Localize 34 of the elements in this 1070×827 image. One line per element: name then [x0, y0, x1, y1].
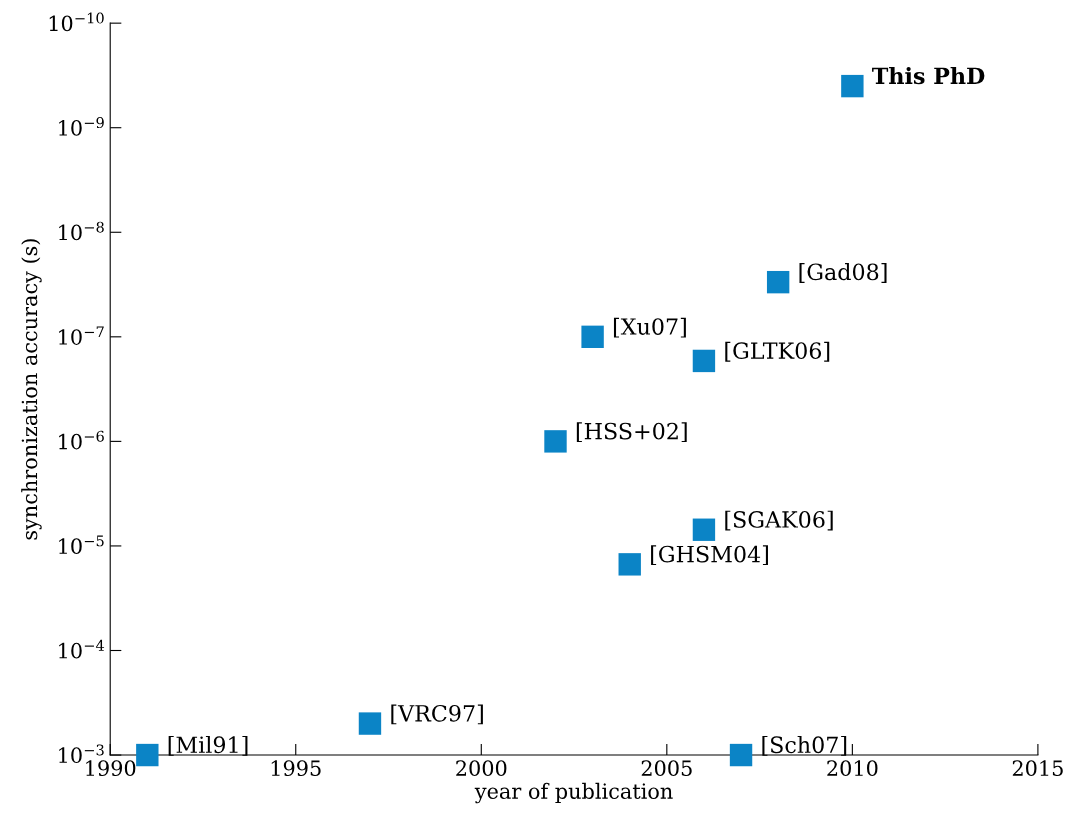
- point: [358, 712, 382, 735]
- annotation: [GLTK06]: [725, 341, 830, 362]
- y-tick-label: 10$^{−8}$: [59, 221, 104, 241]
- point: [841, 74, 864, 98]
- point: [136, 743, 159, 767]
- annotation: [GHSM04]: [651, 545, 768, 566]
- point: [544, 430, 567, 453]
- y-tick-label: 10$^{−6}$: [59, 430, 104, 450]
- x-axis-title: year of publication: [474, 782, 673, 804]
- annotation: This PhD: [872, 67, 985, 85]
- y-tick-label: 10$^{−4}$: [59, 639, 105, 659]
- point: [692, 349, 716, 373]
- annotation: [HSS+02]: [576, 422, 687, 443]
- annotation: [VRC97]: [391, 704, 483, 725]
- y-tick-label: 10$^{−9}$: [59, 117, 104, 136]
- annotation: [SGAK06]: [725, 510, 833, 531]
- point: [766, 270, 790, 294]
- point: [618, 553, 641, 576]
- y-tick-label: 10$^{−10}$: [49, 12, 104, 32]
- x-tick-label: 1995: [271, 760, 321, 777]
- point: [581, 325, 604, 349]
- annotation: [Mil91]: [168, 735, 248, 756]
- y-tick-label: 10$^{−5}$: [59, 535, 104, 555]
- annotation: [Gad08]: [799, 263, 887, 283]
- x-tick-label: 2010: [827, 760, 878, 777]
- y-axis-title: synchronization accuracy (s): [21, 239, 42, 540]
- y-tick-label: 10$^{−7}$: [59, 326, 104, 345]
- point: [729, 743, 753, 767]
- annotation: [Sch07]: [762, 735, 847, 756]
- x-tick-label: 2015: [1012, 760, 1063, 777]
- point: [692, 518, 716, 541]
- annotation: [Xu07]: [613, 317, 686, 338]
- x-tick-label: 2005: [641, 760, 692, 777]
- x-tick-label: 2000: [456, 760, 507, 777]
